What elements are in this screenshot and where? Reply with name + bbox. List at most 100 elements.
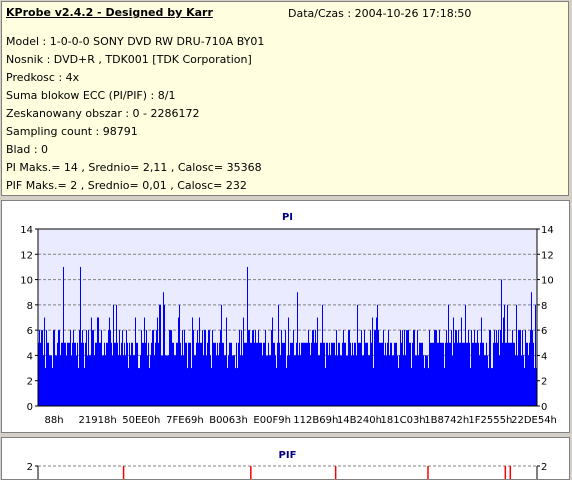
info-speed: Predkosc : 4x <box>6 71 80 84</box>
pi-bar <box>265 330 266 406</box>
pi-bar <box>217 342 218 406</box>
pi-bar <box>373 368 374 406</box>
pi-bar <box>66 355 67 406</box>
pi-bar <box>334 342 335 406</box>
pi-bar <box>256 342 257 406</box>
pi-bar <box>310 355 311 406</box>
pi-bar <box>459 342 460 406</box>
pi-bar <box>269 355 270 406</box>
pi-bar <box>313 330 314 406</box>
pi-bar <box>436 330 437 406</box>
pi-bar <box>126 330 127 406</box>
pi-bar <box>290 342 291 406</box>
pi-bar <box>423 355 424 406</box>
pi-bar <box>482 342 483 406</box>
pi-bar <box>323 342 324 406</box>
pi-bar <box>425 355 426 406</box>
pi-chart-title: PI <box>282 212 293 223</box>
pi-bars <box>38 266 537 406</box>
pi-bar <box>270 355 271 406</box>
pi-bar <box>392 355 393 406</box>
pi-bar <box>464 342 465 406</box>
pi-bar <box>412 342 413 406</box>
pi-xtick-label: 22DE54h <box>511 415 557 426</box>
pi-bar <box>203 355 204 406</box>
pi-bar <box>390 342 391 406</box>
pi-bar <box>490 330 491 406</box>
pi-bar <box>339 342 340 406</box>
pi-bar <box>236 342 237 406</box>
pi-bar <box>378 330 379 406</box>
pi-bar <box>241 330 242 406</box>
pi-bar <box>176 342 177 406</box>
pi-bar <box>188 342 189 406</box>
pi-bar <box>413 330 414 406</box>
pi-bar <box>415 355 416 406</box>
pi-bar <box>71 355 72 406</box>
pi-bar <box>468 330 469 406</box>
pi-bar <box>381 342 382 406</box>
pi-bar <box>422 342 423 406</box>
pi-bar <box>148 342 149 406</box>
pi-bar <box>532 330 533 406</box>
pi-bar <box>85 342 86 406</box>
pi-bar <box>372 317 373 406</box>
pi-bar <box>170 330 171 406</box>
pi-bar <box>250 342 251 406</box>
pi-bar <box>69 342 70 406</box>
pi-bar <box>181 355 182 406</box>
pi-ytick-label-left: 8 <box>27 301 33 312</box>
pi-bar <box>195 355 196 406</box>
pi-xtick-label: 88h <box>44 415 63 426</box>
pi-bar <box>223 342 224 406</box>
pi-bar <box>248 330 249 406</box>
pi-bar <box>318 355 319 406</box>
pi-bar <box>472 342 473 406</box>
pi-bar <box>267 355 268 406</box>
pi-bar <box>526 342 527 406</box>
pi-bar <box>281 330 282 406</box>
pi-bar <box>352 342 353 406</box>
pi-bar <box>430 342 431 406</box>
pi-bar <box>530 330 531 406</box>
pi-bar <box>209 330 210 406</box>
pi-bar <box>60 355 61 406</box>
pi-bar <box>302 342 303 406</box>
pi-bar <box>230 342 231 406</box>
pi-bar <box>140 355 141 406</box>
pi-bar <box>199 317 200 406</box>
pi-bar <box>380 342 381 406</box>
pi-bar <box>88 330 89 406</box>
pif-chart-title: PIF <box>279 450 297 461</box>
pi-bar <box>300 355 301 406</box>
pi-bar <box>127 342 128 406</box>
pi-bar <box>264 342 265 406</box>
pi-bar <box>75 342 76 406</box>
pi-bar <box>72 342 73 406</box>
scan-datetime: Data/Czas : 2004-10-26 17:18:50 <box>288 7 472 20</box>
pi-bar <box>406 330 407 406</box>
pi-bar <box>296 342 297 406</box>
pi-bar <box>513 342 514 406</box>
pi-bar <box>347 355 348 406</box>
pi-bar <box>484 355 485 406</box>
pi-bar <box>426 355 427 406</box>
pi-bar <box>326 342 327 406</box>
pi-bar <box>434 330 435 406</box>
pi-bar <box>257 342 258 406</box>
pi-bar <box>411 368 412 406</box>
pi-bar <box>206 355 207 406</box>
pi-bar <box>317 317 318 406</box>
pi-bar <box>111 342 112 406</box>
pi-bar <box>215 342 216 406</box>
pi-bar <box>404 330 405 406</box>
pi-bar <box>101 330 102 406</box>
pi-bar <box>174 355 175 406</box>
pi-bar <box>462 342 463 406</box>
pi-bar <box>489 330 490 406</box>
pi-bar <box>130 355 131 406</box>
pi-bar <box>160 304 161 406</box>
pi-bar <box>122 330 123 406</box>
pi-bar <box>427 355 428 406</box>
pi-bar <box>259 342 260 406</box>
